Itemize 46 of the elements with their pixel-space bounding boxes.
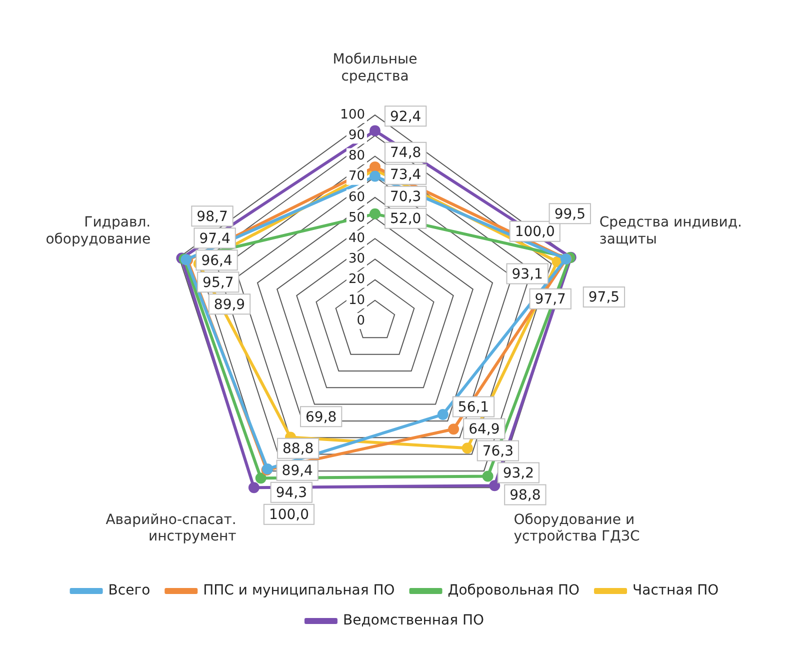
- y-tick-label: 50: [348, 210, 365, 226]
- data-label: 97,7: [534, 291, 566, 308]
- legend-label: ППС и муниципальная ПО: [203, 582, 395, 599]
- legend-label: Ведомственная ПО: [342, 612, 484, 629]
- data-label: 96,4: [201, 252, 232, 269]
- y-tick-label: 100: [340, 107, 365, 122]
- y-tick-label: 0: [356, 313, 365, 328]
- data-label: 89,4: [282, 462, 314, 479]
- data-label: 56,1: [458, 399, 490, 416]
- data-label: 100,0: [268, 506, 310, 523]
- y-tick-label: 10: [348, 292, 365, 308]
- data-label: 98,8: [510, 487, 541, 504]
- y-tick-label: 90: [348, 128, 365, 144]
- data-label: 94,3: [276, 484, 308, 501]
- data-label: 89,9: [214, 296, 246, 313]
- data-label: 99,5: [554, 206, 586, 222]
- data-label: 92,4: [390, 108, 422, 125]
- spoke-label: Средства индивид. защиты: [599, 214, 742, 248]
- spoke-label: Оборудование и устройства ГДЗС: [514, 512, 640, 545]
- y-tick-label: 40: [348, 230, 365, 246]
- data-label: 70,3: [390, 189, 422, 206]
- y-tick-label: 80: [348, 148, 365, 164]
- data-label: 74,8: [390, 145, 422, 162]
- data-label: 98,7: [196, 208, 228, 225]
- data-label: 69,8: [306, 409, 337, 426]
- spoke-label: Аварийно-спасат. инструмент: [106, 512, 236, 545]
- legend-label: Частная ПО: [632, 582, 719, 599]
- data-label: 97,4: [199, 230, 230, 247]
- data-label: 73,4: [390, 167, 422, 184]
- data-label: 76,3: [482, 443, 514, 460]
- legend-label: Всего: [108, 582, 150, 599]
- y-tick-label: 30: [348, 252, 365, 267]
- spoke-label: Гидравл. оборудование: [46, 214, 151, 248]
- y-tick-label: 60: [348, 190, 365, 205]
- y-tick-label: 70: [348, 169, 365, 184]
- data-label: 95,7: [202, 274, 234, 291]
- data-label: 64,9: [468, 421, 500, 438]
- data-label: 97,5: [588, 290, 620, 306]
- data-label: 52,0: [390, 211, 422, 228]
- data-label: 100,0: [514, 224, 555, 240]
- y-tick-label: 20: [348, 272, 365, 288]
- spoke-label: Мобильные средства: [332, 51, 418, 84]
- data-label: 93,1: [512, 266, 543, 282]
- data-label: 93,2: [502, 465, 534, 482]
- data-label: 88,8: [282, 440, 314, 457]
- legend-label: Добровольная ПО: [448, 582, 580, 599]
